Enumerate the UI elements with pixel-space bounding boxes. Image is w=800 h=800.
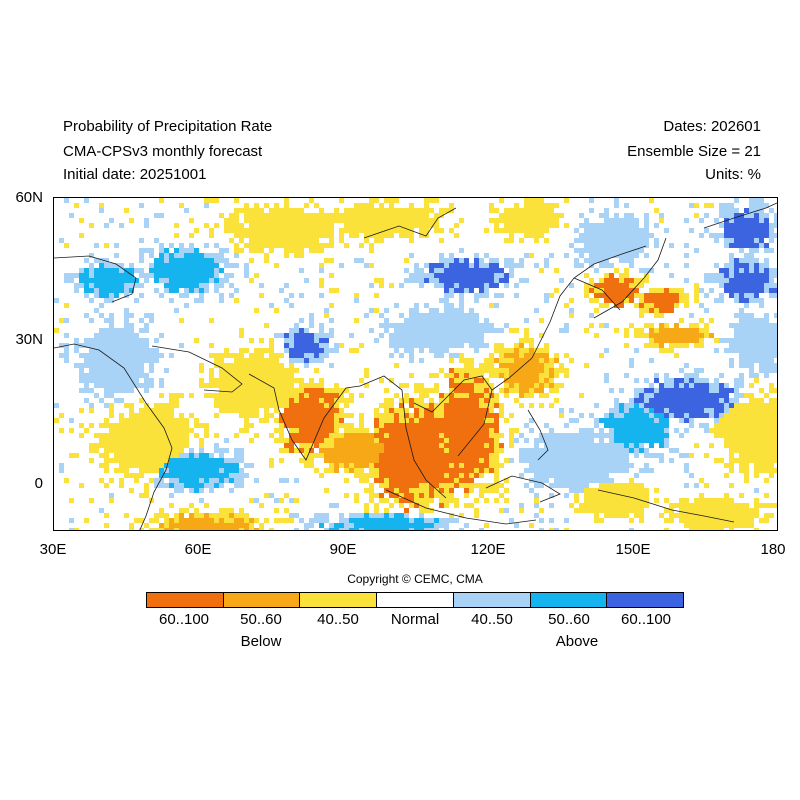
- legend-label-below-60-100: 60..100: [158, 611, 210, 628]
- initial-date-label: Initial date: 20251001: [63, 166, 207, 183]
- legend-label-above-60-100: 60..100: [620, 611, 672, 628]
- forecast-map: [53, 197, 778, 531]
- units-label: Units: %: [705, 166, 761, 183]
- legend-colorbar: [146, 592, 684, 608]
- legend-label-below-50-60: 50..60: [240, 611, 282, 628]
- legend-swatch-above-50-60: [530, 593, 608, 607]
- probability-field: [54, 198, 777, 530]
- legend-label-above-40-50: 40..50: [471, 611, 513, 628]
- legend-above-label: Above: [555, 633, 599, 650]
- legend-swatch-below-60-100: [147, 593, 224, 607]
- lon-label-90e: 90E: [329, 541, 357, 558]
- legend-swatch-above-60-100: [607, 593, 684, 607]
- legend-swatch-below-40-50: [300, 593, 378, 607]
- lat-label-30n: 30N: [15, 331, 43, 348]
- lon-label-180: 180: [760, 541, 786, 558]
- legend-label-normal: Normal: [390, 611, 440, 628]
- lon-label-120e: 120E: [470, 541, 506, 558]
- model-label: CMA-CPSv3 monthly forecast: [63, 143, 263, 160]
- probability-cells: [54, 198, 777, 530]
- legend-below-label: Below: [240, 633, 282, 650]
- legend-swatch-normal: [377, 593, 454, 607]
- legend-swatch-above-40-50: [453, 593, 531, 607]
- chart-title: Probability of Precipitation Rate: [63, 118, 273, 135]
- lon-label-60e: 60E: [184, 541, 212, 558]
- legend-label-above-50-60: 50..60: [548, 611, 590, 628]
- coastlines: [54, 202, 777, 530]
- copyright-notice: Copyright © CEMC, CMA: [347, 572, 483, 586]
- legend-label-below-40-50: 40..50: [317, 611, 359, 628]
- legend-swatch-below-50-60: [223, 593, 301, 607]
- lon-label-30e: 30E: [39, 541, 67, 558]
- lat-label-60n: 60N: [15, 189, 43, 206]
- ensemble-size-label: Ensemble Size = 21: [627, 143, 761, 160]
- forecast-dates-label: Dates: 202601: [663, 118, 761, 135]
- lat-label-0: 0: [34, 475, 43, 492]
- lon-label-150e: 150E: [615, 541, 651, 558]
